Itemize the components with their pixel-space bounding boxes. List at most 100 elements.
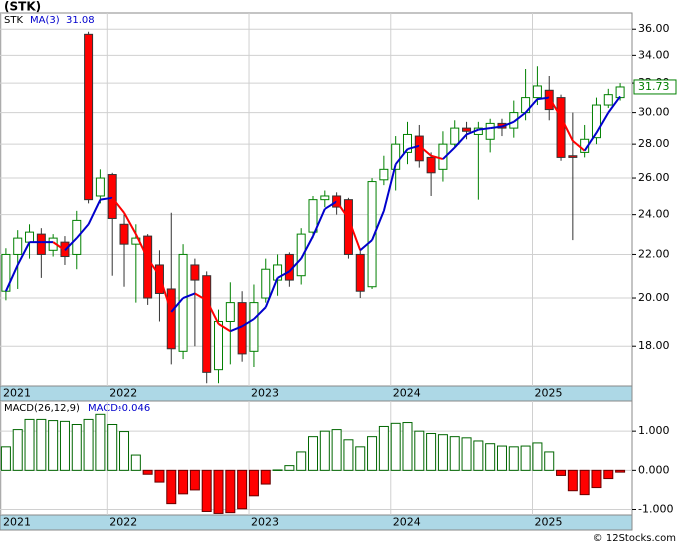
macd-bar (414, 430, 425, 471)
macd-bar (59, 420, 70, 471)
legend-ma: MA(3) (30, 15, 60, 26)
ma-line (64, 237, 78, 251)
date-strip (0, 514, 633, 531)
candle-body (509, 112, 519, 129)
macd-bar (142, 469, 153, 475)
macd-bar (48, 420, 59, 471)
candle-body (249, 302, 259, 352)
candle-body (308, 199, 318, 233)
candle-body (190, 264, 200, 281)
y-tick-label: 1.000 (638, 424, 670, 437)
macd-bar (343, 439, 354, 471)
macd-bar (390, 422, 401, 471)
x-tick-label: 2022 (109, 516, 137, 529)
ma-line (466, 128, 479, 136)
x-tick-label: 2023 (251, 387, 279, 400)
macd-bar (426, 433, 437, 471)
macd-bar (508, 446, 519, 471)
last-price-box (633, 79, 677, 95)
macd-bar (473, 440, 484, 471)
candle-body (225, 302, 235, 322)
macd-bar (178, 469, 189, 495)
macd-bar (367, 436, 378, 471)
ma-line (347, 218, 362, 251)
candle-body (202, 275, 212, 373)
macd-bar (402, 422, 413, 471)
macd-bar (225, 469, 236, 514)
ma-line (490, 125, 503, 130)
candle-body (143, 235, 153, 299)
y-tick-label: 34.00 (638, 48, 670, 61)
candle-body (166, 288, 176, 350)
macd-bar (532, 442, 543, 471)
ma-line (312, 208, 326, 237)
ma-line (100, 196, 113, 201)
ma-line (300, 235, 314, 260)
macd-bar (308, 436, 318, 471)
ma-line (359, 239, 373, 252)
candle-body (178, 253, 188, 352)
candle-body (568, 155, 578, 158)
y-tick-label: 24.00 (638, 208, 670, 221)
ma-line (607, 95, 621, 114)
y-tick-label: 30.00 (638, 106, 670, 119)
candle-body (320, 195, 330, 201)
macd-bar (331, 429, 342, 471)
x-tick-label: 2024 (393, 387, 421, 400)
ma-line (382, 163, 397, 212)
macd-bar (24, 418, 35, 471)
candle-body (36, 233, 46, 255)
macd-bar (603, 469, 614, 480)
ma-line (537, 96, 550, 101)
candle-body (603, 94, 613, 106)
candle-body (95, 177, 105, 197)
macd-bar (189, 469, 200, 491)
candle-body (261, 268, 271, 299)
macd-title: MACD(26,12,9) (4, 403, 80, 414)
macd-bar (201, 469, 212, 512)
footer: © 12Stocks.com (593, 533, 676, 544)
ma-line (407, 144, 420, 151)
macd-bar (95, 413, 106, 471)
ma-line (560, 116, 574, 142)
y-tick-label: 36.00 (638, 22, 670, 35)
ma-line (111, 197, 125, 214)
ma-line (123, 212, 137, 235)
ma-line (52, 241, 66, 252)
candle-body (556, 97, 566, 158)
candle-body (391, 143, 401, 170)
macd-bar (520, 445, 531, 471)
ma-line (76, 223, 90, 239)
ma-line (229, 325, 243, 333)
y-tick-label: 18.00 (638, 339, 670, 352)
y-tick-label: 22.00 (638, 247, 670, 260)
ma-line (394, 148, 409, 165)
candle-body (367, 181, 377, 288)
x-tick-label: 2025 (535, 387, 563, 400)
x-tick-label: 2023 (251, 516, 279, 529)
macd-bar (544, 451, 555, 471)
candle-body (119, 223, 129, 245)
y-tick-label: 26.00 (638, 171, 670, 184)
ma-line (253, 306, 267, 320)
macd-bar (272, 469, 283, 471)
macd-bar (485, 443, 496, 471)
y-tick-label: 20.00 (638, 291, 670, 304)
ma-line (241, 318, 255, 328)
ma-line (87, 199, 102, 225)
macd-bar (591, 469, 602, 489)
candle-body (154, 264, 164, 294)
ma-line (264, 277, 279, 308)
ma-line (453, 133, 468, 149)
candle-body (214, 320, 224, 371)
ma-line (4, 264, 19, 292)
macd-bar (355, 446, 366, 471)
candle-body (450, 127, 460, 145)
y-tick-label: -1.000 (638, 503, 673, 516)
macd-bar (296, 451, 307, 471)
x-tick-label: 2021 (3, 516, 31, 529)
y-tick-label: 28.00 (638, 137, 670, 150)
ma-line (158, 275, 173, 313)
